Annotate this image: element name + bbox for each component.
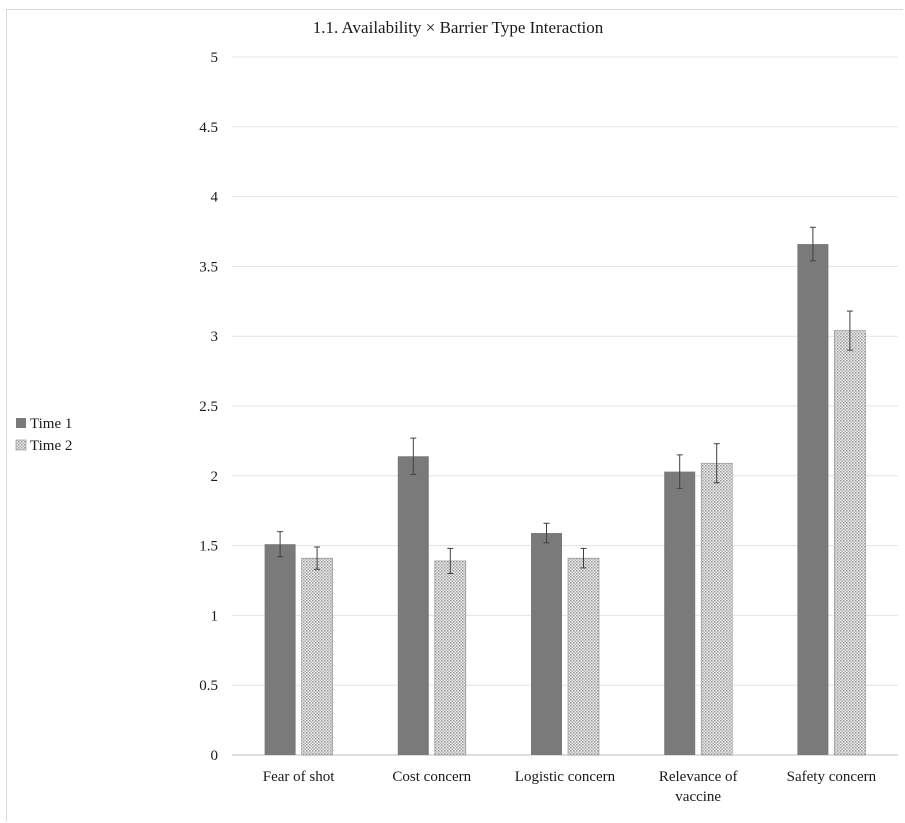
y-tick-label: 1.5: [199, 539, 218, 555]
bar-time-1: [531, 533, 562, 755]
bar-time-2: [301, 557, 333, 756]
chart-title: 1.1. Availability × Barrier Type Interac…: [313, 18, 604, 37]
bar-time-1: [397, 456, 429, 755]
x-tick-label: Safety concern: [787, 769, 877, 785]
bar-time-2: [834, 330, 866, 756]
bar-time-1: [797, 244, 829, 755]
y-axis-ticks: 0 0.5 1 1.5 2 2.5 3 3.5 4 4.5 5: [199, 50, 218, 764]
bar-time-1: [264, 544, 296, 755]
x-tick-label: vaccine: [675, 789, 721, 805]
y-tick-label: 2.5: [199, 399, 218, 415]
gridlines: [232, 56, 898, 756]
y-tick-label: 5: [211, 50, 219, 66]
legend-swatch-time-1: [16, 418, 26, 428]
y-tick-label: 2: [211, 469, 219, 485]
x-axis-labels: Fear of shot Cost concern Logistic concern…: [263, 769, 877, 805]
bar-time-2: [700, 462, 733, 756]
y-tick-label: 4.5: [199, 120, 218, 136]
bar-time-1: [664, 471, 696, 755]
legend-label-time-2: Time 2: [30, 438, 72, 454]
bars: [264, 226, 866, 756]
bar-time-2: [567, 557, 600, 756]
legend: Time 1 Time 2: [15, 416, 72, 454]
x-tick-label: Logistic concern: [515, 769, 616, 785]
x-tick-label: Relevance of: [659, 769, 738, 785]
x-tick-label: Fear of shot: [263, 769, 335, 785]
y-tick-label: 0.5: [199, 678, 218, 694]
legend-label-time-1: Time 1: [30, 416, 72, 432]
y-tick-label: 0: [211, 748, 219, 764]
y-tick-label: 4: [211, 190, 219, 206]
bar-time-2: [434, 560, 467, 756]
chart-frame: [6, 9, 903, 821]
y-tick-label: 3.5: [199, 259, 218, 275]
y-tick-label: 1: [211, 608, 219, 624]
x-tick-label: Cost concern: [392, 769, 471, 785]
y-tick-label: 3: [211, 329, 219, 345]
legend-swatch-time-2: [15, 439, 27, 451]
